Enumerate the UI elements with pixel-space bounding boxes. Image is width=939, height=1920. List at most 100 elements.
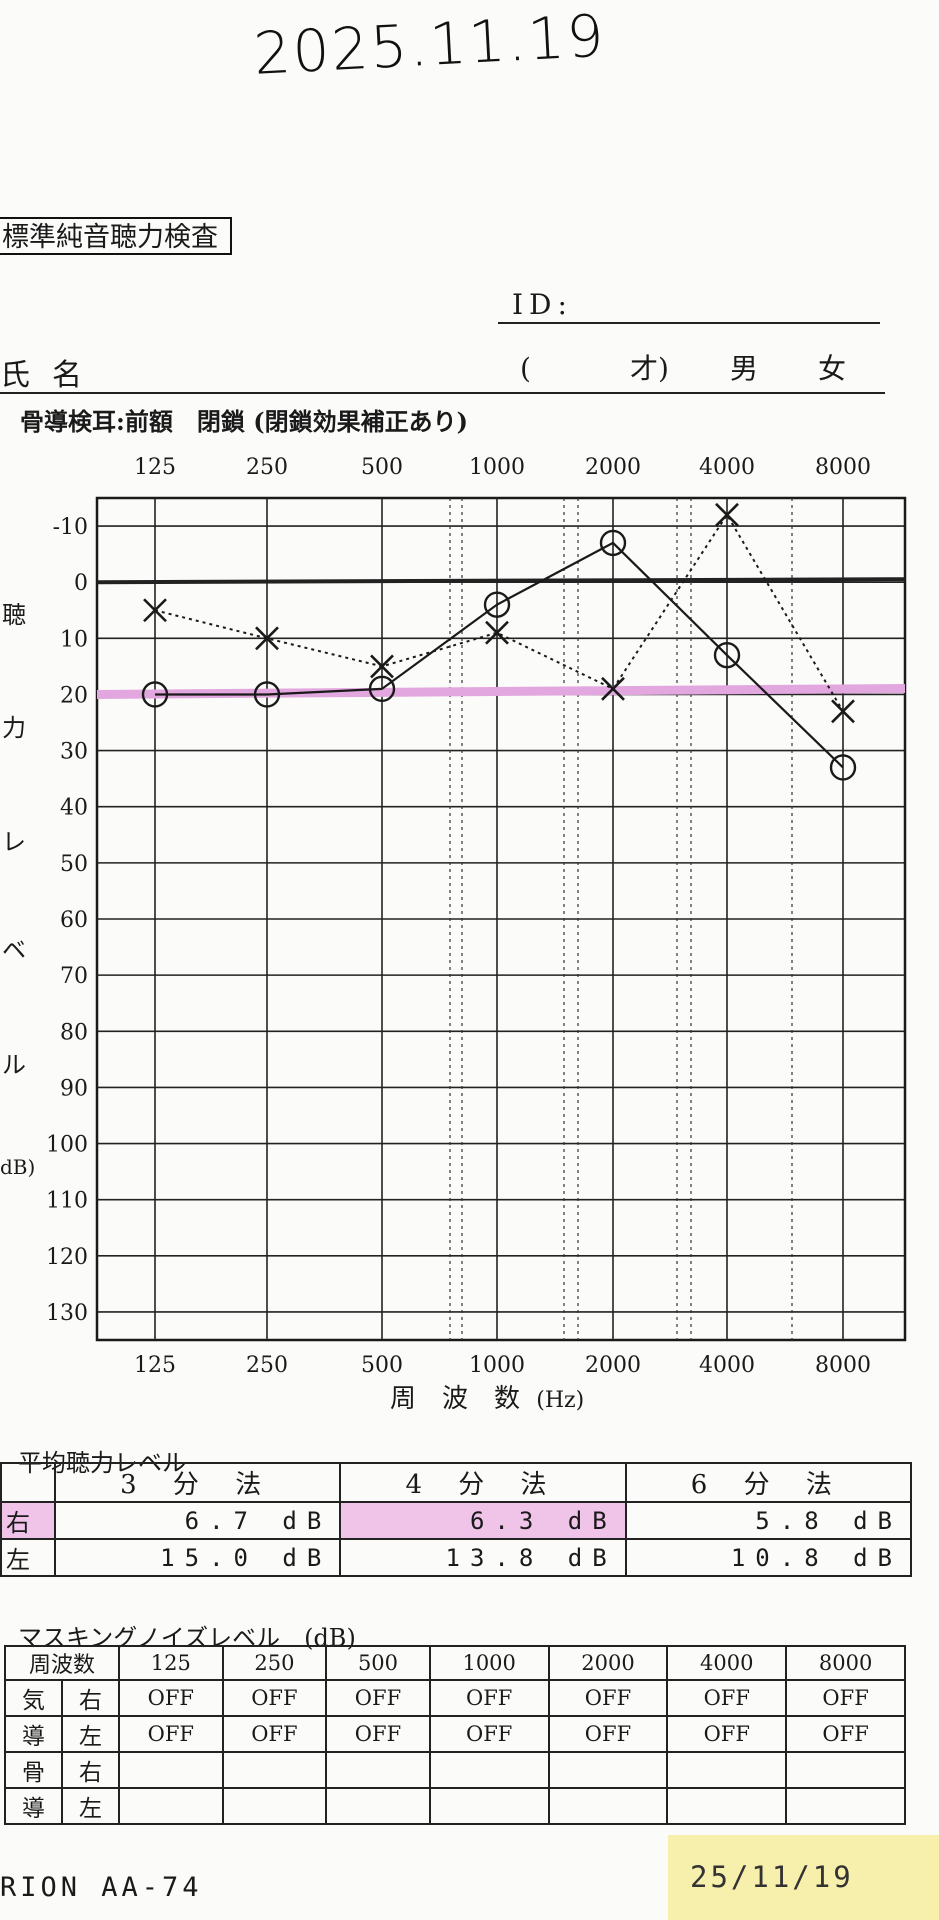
data-point-circle <box>829 754 857 781</box>
average-table: 3 分 法 4 分 法 6 分 法 右 6.7 dB 6.3 dB 5.8 dB… <box>0 1462 913 1577</box>
masking-cell: OFF <box>325 1679 431 1717</box>
audiogram-chart: -10 0 10 20 30 40 50 60 70 80 90 100 110 120 130 125 125… <box>46 455 907 1378</box>
masking-cell <box>666 1751 788 1789</box>
chart-grid <box>95 496 907 1342</box>
masking-cell: OFF <box>118 1679 224 1717</box>
masking-right-label: 右 <box>61 1679 120 1717</box>
data-point-circle <box>713 641 741 669</box>
y-tick-label: 100 <box>46 1133 88 1158</box>
name-label: 氏名 <box>0 358 104 393</box>
masking-cell <box>325 1751 431 1789</box>
masking-freq: 4000 <box>666 1645 788 1681</box>
average-cell: 10.8 dB <box>624 1538 913 1577</box>
x-tick-label-bottom: 4000 <box>699 1353 755 1378</box>
average-header: 6 分 法 <box>624 1462 913 1503</box>
x-tick-label-top: 500 <box>361 455 403 480</box>
y-tick-label: 90 <box>60 1076 88 1101</box>
masking-cell <box>666 1787 788 1825</box>
y-axis-label-char: 聴 <box>2 601 26 629</box>
data-point-circle <box>368 675 396 703</box>
masking-freq: 8000 <box>785 1645 906 1681</box>
data-point-cross <box>370 654 394 679</box>
reference-line <box>96 577 906 585</box>
average-row-left: 左 15.0 dB 13.8 dB 10.8 dB <box>0 1538 913 1577</box>
chart-series <box>141 502 857 781</box>
masking-cell <box>221 1751 328 1789</box>
data-point-circle <box>253 681 281 708</box>
average-side-right: 右 <box>0 1501 56 1540</box>
sex-female: 女 <box>818 352 847 385</box>
x-tick-label-top: 125 <box>134 455 176 480</box>
masking-bone-left-row: 導 左 <box>4 1787 906 1825</box>
masking-right-label: 右 <box>61 1751 120 1789</box>
date-stamp-sticker <box>668 1835 939 1920</box>
masking-cell: OFF <box>221 1715 328 1753</box>
y-axis-label-char: 力 <box>2 714 26 742</box>
x-axis-title-text: 周 波 数 <box>390 1384 521 1414</box>
masking-cell: OFF <box>785 1715 906 1753</box>
masking-cell <box>118 1787 224 1825</box>
average-cell: 15.0 dB <box>53 1538 342 1577</box>
masking-freq: 250 <box>221 1645 328 1681</box>
average-row-right: 右 6.7 dB 6.3 dB 5.8 dB <box>0 1501 913 1540</box>
y-axis-label-char: dB) <box>0 1155 36 1179</box>
stamp-date: 25/11/19 <box>690 1860 854 1894</box>
masking-air-label-1: 気 <box>4 1679 63 1717</box>
masking-cell: OFF <box>428 1679 550 1717</box>
y-tick-label: 110 <box>46 1189 88 1214</box>
x-tick-label-bottom: 125 <box>134 1353 176 1378</box>
masking-bone-right-row: 骨 右 <box>4 1751 906 1789</box>
data-point-circle <box>599 529 627 557</box>
average-cell: 6.7 dB <box>53 1501 342 1540</box>
y-tick-label: 20 <box>60 683 88 708</box>
data-point-cross <box>143 598 167 623</box>
average-cell: 13.8 dB <box>339 1538 627 1577</box>
data-point-cross <box>831 699 855 724</box>
x-tick-label-bottom: 1000 <box>469 1353 525 1378</box>
masking-cell: OFF <box>666 1715 788 1753</box>
x-tick-label-bottom: 500 <box>361 1353 403 1378</box>
x-tick-label-top: 250 <box>246 455 288 480</box>
x-axis-unit: (Hz) <box>536 1388 585 1413</box>
sex-male: 男 <box>730 352 759 385</box>
age-open: ( <box>520 352 531 385</box>
data-point-cross <box>715 502 739 527</box>
x-tick-label-top: 1000 <box>469 455 525 480</box>
y-tick-label: -10 <box>53 515 88 540</box>
data-point-cross <box>601 676 625 701</box>
series-line-cross <box>154 512 844 712</box>
y-axis-label-char: ル <box>2 1051 26 1079</box>
data-point-circle <box>141 681 169 708</box>
y-axis-label-char: レ <box>2 828 26 856</box>
series-line-circle <box>155 541 844 769</box>
average-cell: 5.8 dB <box>624 1501 913 1540</box>
y-axis-label-char: ベ <box>2 936 26 964</box>
masking-cell: OFF <box>666 1679 788 1717</box>
average-side-left: 左 <box>0 1538 56 1577</box>
masking-air-label-2: 導 <box>4 1715 63 1753</box>
y-tick-label: 10 <box>60 627 88 652</box>
masking-freq: 1000 <box>428 1645 550 1681</box>
masking-cell: OFF <box>325 1715 431 1753</box>
masking-cell <box>785 1787 906 1825</box>
chart-ticks: -10 0 10 20 30 40 50 60 70 80 90 100 110 120 130 125 125… <box>46 455 871 1378</box>
masking-header-row: 周波数 125 250 500 1000 2000 4000 8000 <box>4 1645 906 1681</box>
y-tick-label: 70 <box>60 964 88 989</box>
masking-cell: OFF <box>428 1715 550 1753</box>
masking-cell <box>325 1787 431 1825</box>
masking-freq: 500 <box>325 1645 431 1681</box>
masking-cell <box>547 1751 669 1789</box>
masking-table: 周波数 125 250 500 1000 2000 4000 8000 気 右 … <box>4 1645 906 1825</box>
average-header: 3 分 法 <box>53 1462 342 1503</box>
x-tick-label-bottom: 250 <box>246 1353 288 1378</box>
y-tick-label: 120 <box>46 1245 88 1270</box>
x-tick-label-top: 4000 <box>699 455 755 480</box>
masking-bone-label-1: 骨 <box>4 1751 63 1789</box>
masking-freq: 125 <box>118 1645 224 1681</box>
y-tick-label: 30 <box>60 740 88 765</box>
masking-cell <box>785 1751 906 1789</box>
y-tick-label: 130 <box>46 1301 88 1326</box>
masking-air-left-row: 導 左 OFF OFF OFF OFF OFF OFF OFF <box>4 1715 906 1753</box>
masking-cell: OFF <box>785 1679 906 1717</box>
masking-freq: 2000 <box>547 1645 669 1681</box>
